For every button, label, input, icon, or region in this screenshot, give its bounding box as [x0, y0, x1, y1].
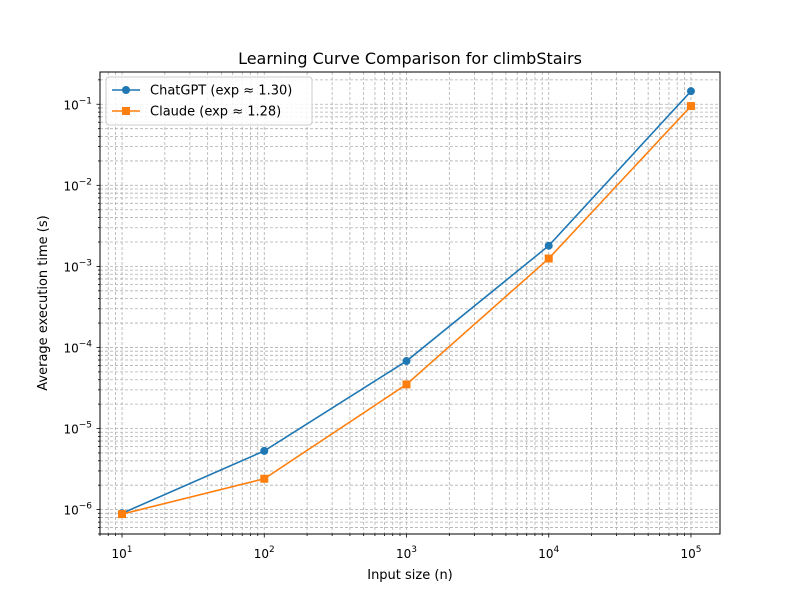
- legend-label: ChatGPT (exp ≈ 1.30): [150, 84, 292, 99]
- legend-label: Claude (exp ≈ 1.28): [150, 105, 281, 120]
- legend-marker: [122, 86, 130, 94]
- data-point: [118, 510, 127, 519]
- y-tick-label: 10−5: [63, 421, 92, 437]
- x-tick-label: 105: [680, 545, 701, 561]
- ticks: 101 102 103 104 105 10−6 10−5 10−4 10−3 10−2 10−1: [63, 79, 701, 561]
- data-point: [402, 357, 411, 366]
- y-tick-label: 10−6: [63, 502, 92, 518]
- chart-title: Learning Curve Comparison for climbStair…: [238, 49, 582, 68]
- x-tick-label: 104: [538, 545, 559, 561]
- x-tick-label: 101: [112, 545, 133, 561]
- legend-marker: [122, 107, 130, 115]
- y-tick-label: 10−1: [63, 96, 92, 112]
- x-tick-label: 103: [396, 545, 417, 561]
- data-point: [544, 241, 553, 250]
- data-point: [686, 102, 695, 111]
- data-point: [260, 446, 269, 455]
- x-tick-label: 102: [254, 545, 275, 561]
- x-axis-label: Input size (n): [367, 568, 453, 583]
- y-axis-label: Average execution time (s): [36, 215, 51, 390]
- series-layer: [118, 87, 695, 519]
- plot-frame: [99, 71, 721, 535]
- legend-item: ChatGPT (exp ≈ 1.30): [112, 84, 292, 99]
- y-tick-label: 10−2: [63, 177, 92, 193]
- data-point: [544, 254, 553, 263]
- data-point: [402, 380, 411, 389]
- grid: [99, 72, 720, 535]
- legend: ChatGPT (exp ≈ 1.30) Claude (exp ≈ 1.28): [105, 76, 313, 126]
- y-tick-label: 10−4: [63, 339, 92, 355]
- data-point: [686, 87, 695, 96]
- y-tick-label: 10−3: [63, 258, 92, 274]
- legend-box: [105, 76, 313, 126]
- legend-item: Claude (exp ≈ 1.28): [112, 105, 281, 120]
- data-point: [260, 474, 269, 483]
- series-2: [118, 102, 695, 519]
